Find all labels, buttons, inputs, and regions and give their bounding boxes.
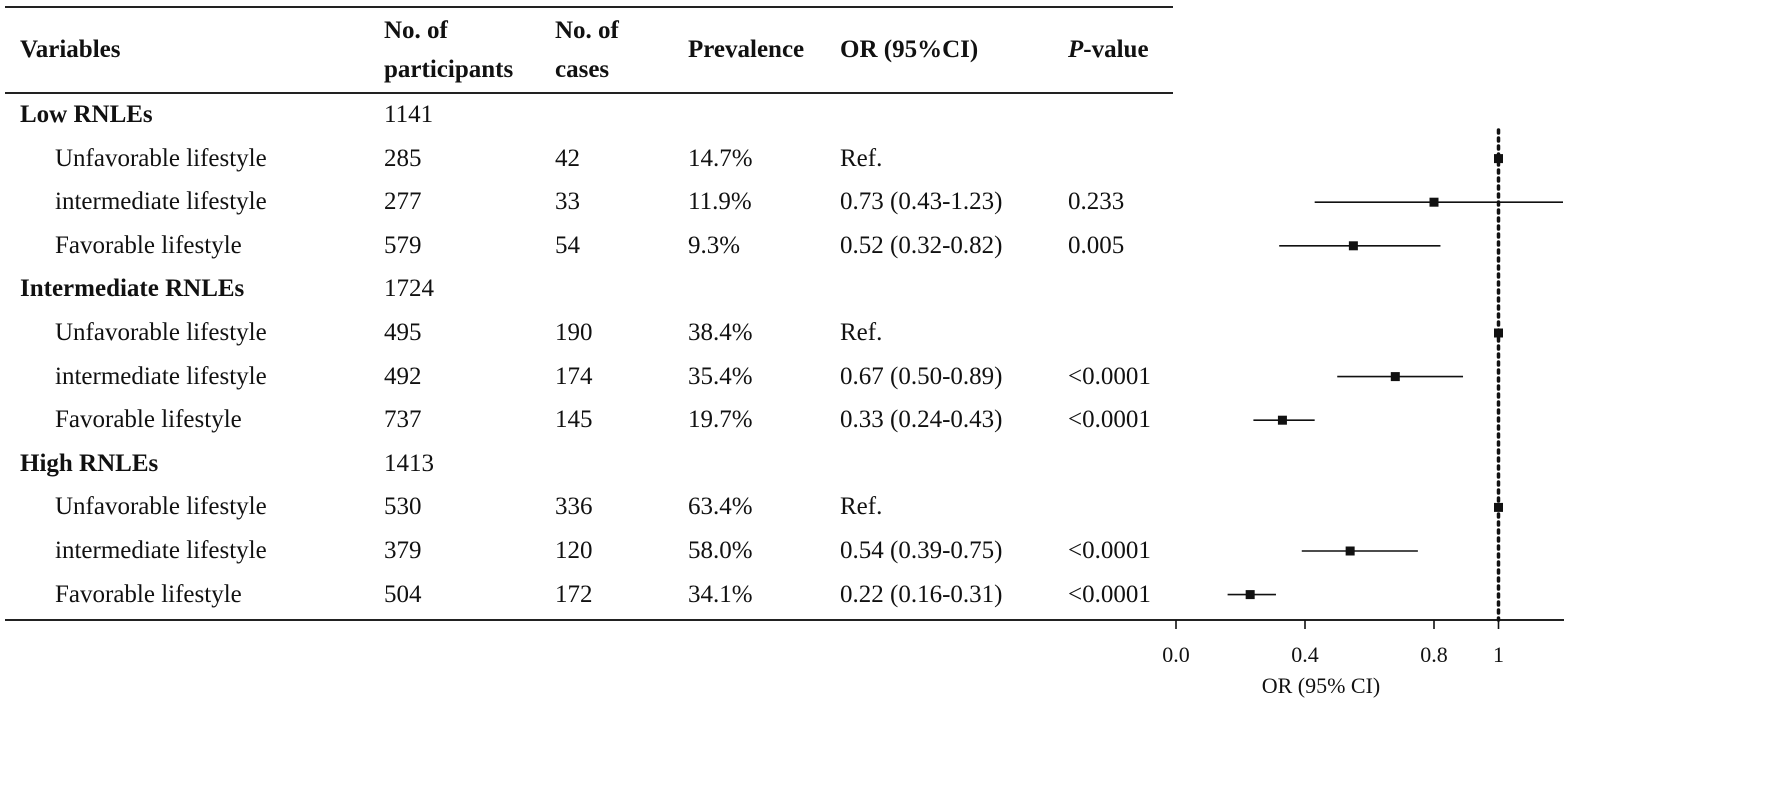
cell-cases: 33 xyxy=(555,188,580,216)
row-label: Unfavorable lifestyle xyxy=(55,319,267,346)
cell-or: Ref. xyxy=(840,144,883,172)
table-top-rule xyxy=(5,6,1173,8)
cell-participants: 492 xyxy=(384,362,422,390)
cell-or: 0.73 (0.43-1.23) xyxy=(840,188,1003,216)
cell-cases: 42 xyxy=(555,144,580,172)
cell-prevalence: 63.4% xyxy=(688,493,753,521)
cell-cases: 120 xyxy=(555,537,593,564)
point-estimate xyxy=(1348,241,1358,251)
cell-or: Ref. xyxy=(840,319,883,346)
group-label: High RNLEs xyxy=(20,449,159,477)
header-or: OR (95%CI) xyxy=(840,36,979,63)
cell-prevalence: 14.7% xyxy=(688,144,753,172)
cell-or: 0.22 (0.16-0.31) xyxy=(840,580,1003,608)
cell-p-value: <0.0001 xyxy=(1068,537,1151,564)
point-estimate xyxy=(1390,372,1400,382)
x-tick-label: 0.0 xyxy=(1162,642,1190,667)
cell-participants: 495 xyxy=(384,319,422,346)
cell-participants: 504 xyxy=(384,580,422,608)
cell-p-value: 0.005 xyxy=(1068,231,1125,259)
x-tick-label: 1 xyxy=(1493,642,1504,667)
row-label: intermediate lifestyle xyxy=(55,537,267,564)
cell-or: 0.52 (0.32-0.82) xyxy=(840,231,1003,259)
point-estimate xyxy=(1494,154,1503,164)
point-estimate xyxy=(1494,328,1503,338)
cell-participants: 1141 xyxy=(384,101,434,128)
cell-cases: 145 xyxy=(555,406,593,434)
row-label: Unfavorable lifestyle xyxy=(55,493,267,521)
table-header-rule xyxy=(5,92,1173,94)
cell-prevalence: 11.9% xyxy=(688,188,752,216)
point-estimate xyxy=(1429,197,1439,207)
cell-or: 0.54 (0.39-0.75) xyxy=(840,537,1003,564)
point-estimate xyxy=(1245,590,1255,600)
cell-cases: 172 xyxy=(555,580,593,608)
row-label: Favorable lifestyle xyxy=(55,406,242,434)
row-label: Unfavorable lifestyle xyxy=(55,144,267,172)
table-bottom-rule xyxy=(5,619,1564,621)
cell-cases: 336 xyxy=(555,493,593,521)
cell-prevalence: 35.4% xyxy=(688,362,753,390)
cell-cases: 190 xyxy=(555,319,593,346)
cell-cases: 54 xyxy=(555,231,580,259)
cell-participants: 737 xyxy=(384,406,422,434)
cell-prevalence: 34.1% xyxy=(688,580,753,608)
cell-participants: 277 xyxy=(384,188,422,216)
cell-or: 0.67 (0.50-0.89) xyxy=(840,362,1003,390)
row-label: intermediate lifestyle xyxy=(55,188,267,216)
cell-p-value: <0.0001 xyxy=(1068,362,1151,390)
header-cases-line2: cases xyxy=(555,56,610,83)
header-cases-line1: No. of xyxy=(555,17,619,44)
cell-participants: 379 xyxy=(384,537,422,564)
header-participants-line2: participants xyxy=(384,56,514,83)
cell-participants: 530 xyxy=(384,493,422,521)
point-estimate xyxy=(1345,546,1355,556)
cell-or: 0.33 (0.24-0.43) xyxy=(840,406,1003,434)
cell-cases: 174 xyxy=(555,362,593,390)
cell-participants: 1413 xyxy=(384,449,434,477)
cell-participants: 579 xyxy=(384,231,422,259)
row-label: intermediate lifestyle xyxy=(55,362,267,390)
cell-prevalence: 38.4% xyxy=(688,319,753,346)
cell-prevalence: 58.0% xyxy=(688,537,753,564)
cell-or: Ref. xyxy=(840,493,883,521)
cell-p-value: <0.0001 xyxy=(1068,580,1151,608)
header-variables: Variables xyxy=(20,36,121,63)
header-p-value: P-value xyxy=(1068,36,1149,63)
cell-participants: 1724 xyxy=(384,275,434,303)
cell-prevalence: 19.7% xyxy=(688,406,753,434)
cell-participants: 285 xyxy=(384,144,422,172)
group-label: Low RNLEs xyxy=(20,101,153,128)
point-estimate xyxy=(1494,502,1503,512)
point-estimate xyxy=(1277,415,1287,425)
header-participants-line1: No. of xyxy=(384,17,448,44)
row-label: Favorable lifestyle xyxy=(55,580,242,608)
x-tick-label: 0.4 xyxy=(1291,642,1319,667)
group-label: Intermediate RNLEs xyxy=(20,275,245,303)
row-label: Favorable lifestyle xyxy=(55,231,242,259)
header-prevalence: Prevalence xyxy=(688,36,805,63)
x-tick-label: 0.8 xyxy=(1420,642,1448,667)
cell-p-value: <0.0001 xyxy=(1068,406,1151,434)
cell-p-value: 0.233 xyxy=(1068,188,1125,216)
x-axis-label: OR (95% CI) xyxy=(1262,673,1381,698)
cell-prevalence: 9.3% xyxy=(688,231,741,259)
